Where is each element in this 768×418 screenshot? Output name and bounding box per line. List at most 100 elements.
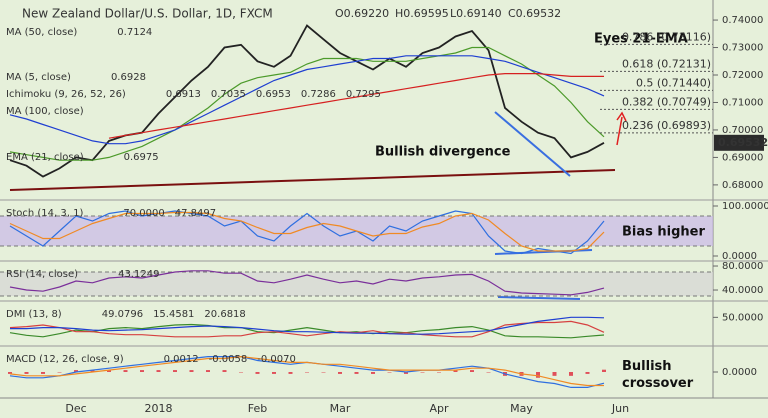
legend-label: MACD (12, 26, close, 9) xyxy=(6,354,124,365)
histogram-bar xyxy=(24,372,29,374)
histogram-bar xyxy=(272,372,276,374)
series-line xyxy=(9,355,604,387)
ohlc-value: O0.69220 xyxy=(335,7,389,20)
histogram-bar xyxy=(536,372,540,378)
legend-label: MA (50, close) xyxy=(6,27,77,38)
histogram-bar xyxy=(387,372,392,373)
x-tick-label: Mar xyxy=(330,402,351,415)
histogram-bar xyxy=(41,372,45,374)
series-line xyxy=(9,320,605,338)
series-line xyxy=(10,316,605,335)
histogram-bar xyxy=(74,370,78,372)
histogram-bar xyxy=(338,372,342,374)
histogram-bar xyxy=(255,372,260,374)
fib-label: 0.236 (0.69893) xyxy=(622,119,711,132)
series-line xyxy=(9,211,605,252)
legend-value: 0.0012 xyxy=(164,354,199,365)
histogram-bar xyxy=(569,372,573,376)
legend-value: 0.7295 xyxy=(346,89,381,100)
annotation: Bias higher xyxy=(622,225,705,240)
histogram-bar xyxy=(552,372,557,376)
y-tick-label: 0.0000 xyxy=(722,251,757,262)
series-line xyxy=(9,323,605,339)
x-tick-label: Feb xyxy=(248,402,267,415)
legend-value: 15.4581 xyxy=(153,309,194,320)
histogram-bar xyxy=(8,372,12,374)
fib-label: 0.786 (0.73116) xyxy=(622,30,711,43)
legend-value: 0.7035 xyxy=(211,89,246,100)
histogram-bar xyxy=(288,372,293,374)
band xyxy=(0,272,713,297)
histogram-bar xyxy=(140,370,144,372)
legend-value: -0.0058 xyxy=(209,354,248,365)
histogram-bar xyxy=(57,372,62,373)
legend-value: 49.0796 xyxy=(102,309,143,320)
histogram-bar xyxy=(453,370,458,372)
legend-label: Ichimoku (9, 26, 52, 26) xyxy=(6,89,126,100)
histogram-bar xyxy=(486,372,491,373)
histogram-bar xyxy=(420,372,425,373)
legend-value: 0.6928 xyxy=(111,72,146,83)
annotation-line: crossover xyxy=(622,376,694,391)
arrow-head xyxy=(616,111,627,122)
histogram-bar xyxy=(321,372,326,373)
histogram-bar xyxy=(156,370,161,372)
y-tick-label: 40.0000 xyxy=(722,285,763,296)
histogram-bar xyxy=(239,372,243,373)
histogram-bar xyxy=(173,370,177,372)
legend-label: EMA (21, close) xyxy=(6,152,84,163)
legend-label: Stoch (14, 3, 1) xyxy=(6,208,83,219)
ohlc-value: L0.69140 xyxy=(450,7,502,20)
price-tag xyxy=(714,134,764,151)
y-tick-label: 80.0000 xyxy=(722,261,763,272)
histogram-bar xyxy=(222,370,227,372)
legend-value: 0.6913 xyxy=(166,89,201,100)
legend-value: 0.7124 xyxy=(117,27,152,38)
legend-value: 43.1249 xyxy=(118,269,159,280)
y-tick-label: 0.73000 xyxy=(722,43,763,54)
legend-label: DMI (13, 8) xyxy=(6,309,62,320)
histogram-bar xyxy=(189,370,194,372)
legend-value: 20.6818 xyxy=(204,309,245,320)
legend-label: MA (5, close) xyxy=(6,72,71,83)
legend-value: -0.0070 xyxy=(257,354,296,365)
x-tick-label: May xyxy=(510,402,533,415)
y-tick-label: 0.71000 xyxy=(722,97,763,108)
x-tick-label: 2018 xyxy=(145,402,173,415)
histogram-bar xyxy=(602,369,606,372)
series-line xyxy=(108,73,604,139)
x-tick-label: Dec xyxy=(65,402,86,415)
y-tick-label: 100.0000 xyxy=(722,201,768,212)
legend-value: 70.0000 xyxy=(123,208,164,219)
histogram-bar xyxy=(90,370,95,372)
trend-line xyxy=(9,169,616,191)
y-tick-label: 0.68000 xyxy=(722,180,763,191)
annotation: Bullish divergence xyxy=(375,145,511,160)
histogram-bar xyxy=(354,372,359,374)
series-line xyxy=(9,210,605,255)
x-tick-label: Jun xyxy=(611,402,629,415)
series-line xyxy=(9,270,605,296)
histogram-bar xyxy=(585,372,590,374)
histogram-bar xyxy=(206,370,210,372)
histogram-bar xyxy=(305,372,309,373)
series-line xyxy=(9,55,605,145)
histogram-bar xyxy=(107,370,111,372)
legend-value: 0.6975 xyxy=(124,152,159,163)
legend-value: 0.7286 xyxy=(301,89,336,100)
histogram-bar xyxy=(470,370,474,372)
chart-title: New Zealand Dollar/U.S. Dollar, 1D, FXCM xyxy=(22,7,273,21)
arrow xyxy=(616,116,623,146)
y-tick-label: 0.74000 xyxy=(722,15,763,26)
trend-line xyxy=(494,111,571,177)
annotation-line: Bullish xyxy=(622,359,672,374)
annotation: Eyes 21-EMA xyxy=(594,32,688,47)
fib-label: 0.5 (0.71440) xyxy=(636,76,711,89)
ohlc-value: C0.69532 xyxy=(508,7,561,20)
trend-line xyxy=(497,296,581,300)
y-tick-label: 0.72000 xyxy=(722,70,763,81)
x-tick-label: Apr xyxy=(429,402,449,415)
fib-label: 0.382 (0.70749) xyxy=(622,95,711,108)
